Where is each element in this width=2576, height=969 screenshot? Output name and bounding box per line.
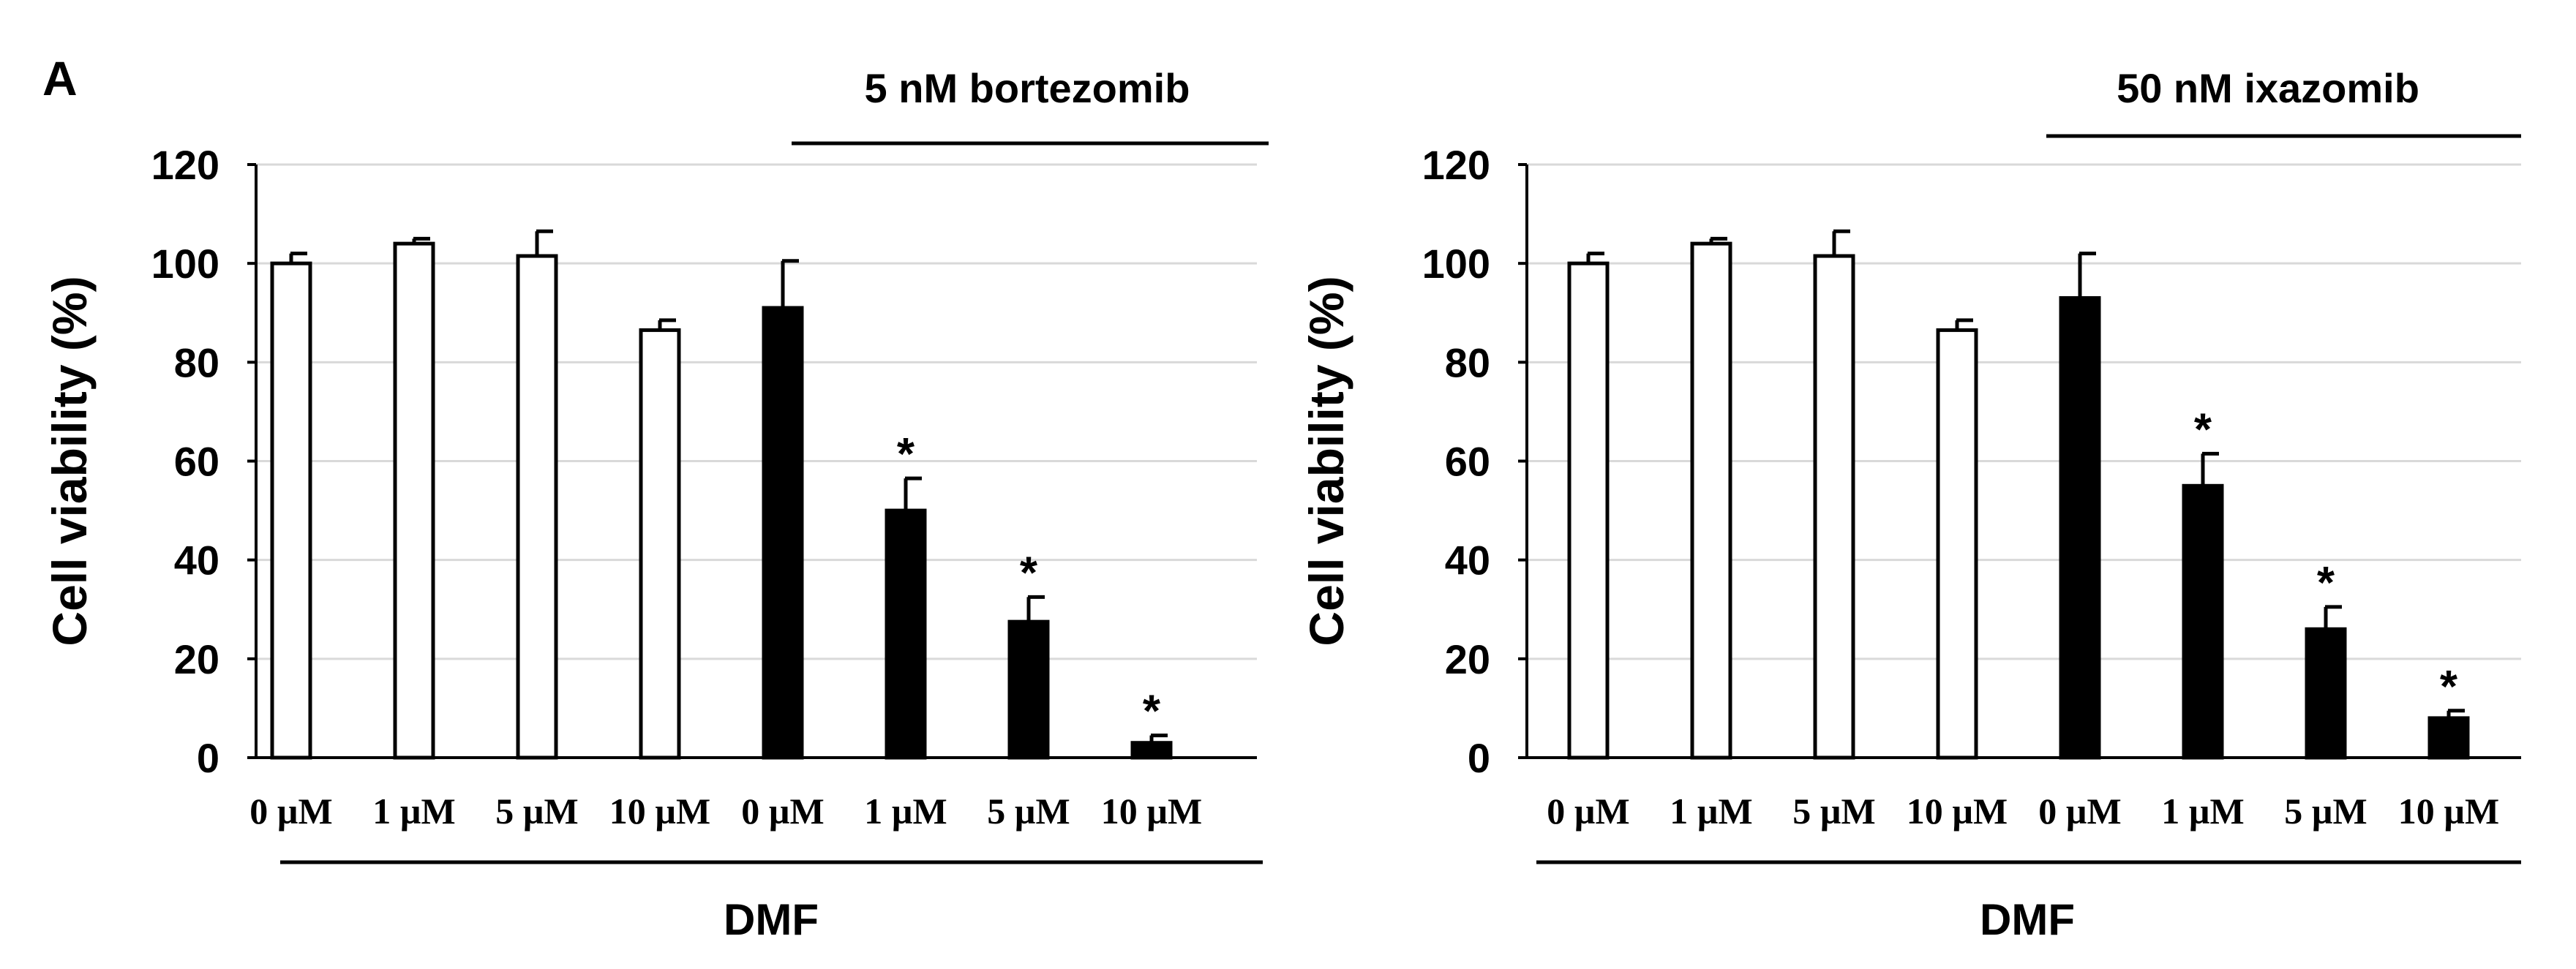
x-tick-label: 10 µM — [1907, 791, 2008, 832]
bar — [2059, 295, 2101, 760]
bar — [639, 328, 681, 760]
chart-bortezomib: 0 20 40 60 80 100 120 Cell viability (%) 0 µM 1 µ… — [42, 65, 1269, 944]
x-tick-label: 5 µM — [495, 791, 579, 832]
bar — [885, 508, 927, 760]
panel-label: A — [42, 51, 78, 105]
bar — [1567, 261, 1610, 760]
significance-marker: * — [2440, 662, 2458, 712]
bar — [393, 241, 435, 760]
bar — [516, 254, 558, 760]
bar — [1007, 619, 1050, 760]
significance-marker: * — [2194, 404, 2212, 455]
x-tick-label: 1 µM — [1670, 791, 1753, 832]
y-tick-label: 100 — [1422, 241, 1490, 287]
bar — [2182, 483, 2224, 760]
significance-marker: * — [2317, 558, 2335, 608]
x-tick-label: 1 µM — [864, 791, 947, 832]
x-tick-label: 10 µM — [2398, 791, 2500, 832]
chart-title: 50 nM ixazomib — [2117, 65, 2419, 111]
bar — [1936, 328, 1978, 760]
x-tick-label: 5 µM — [1792, 791, 1876, 832]
y-tick-label: 100 — [151, 241, 219, 287]
x-tick-label: 0 µM — [741, 791, 825, 832]
bar — [270, 261, 312, 760]
y-tick-label: 40 — [1445, 538, 1490, 584]
x-tick-label: 0 µM — [249, 791, 333, 832]
y-tick-label: 120 — [1422, 142, 1490, 188]
y-axis-label: Cell viability (%) — [42, 276, 97, 646]
x-tick-label: 0 µM — [1547, 791, 1630, 832]
y-tick-label: 80 — [174, 339, 219, 385]
y-tick-label: 60 — [1445, 439, 1490, 485]
y-tick-label: 40 — [174, 538, 219, 584]
bar — [1690, 241, 1732, 760]
chart-title: 5 nM bortezomib — [865, 65, 1190, 111]
bar — [2305, 627, 2347, 760]
x-tick-label: 1 µM — [372, 791, 456, 832]
y-tick-label: 20 — [174, 636, 219, 682]
significance-marker: * — [1020, 548, 1038, 598]
y-tick-label: 20 — [1445, 636, 1490, 682]
y-tick-label: 60 — [174, 439, 219, 485]
significance-marker: * — [897, 429, 915, 480]
group-label: DMF — [1980, 895, 2075, 944]
y-tick-label: 0 — [197, 735, 219, 781]
x-tick-label: 0 µM — [2038, 791, 2122, 832]
y-tick-label: 80 — [1445, 339, 1490, 385]
x-tick-label: 10 µM — [609, 791, 711, 832]
y-axis-label: Cell viability (%) — [1299, 276, 1353, 646]
significance-marker: * — [1143, 687, 1161, 737]
y-tick-label: 120 — [151, 142, 219, 188]
y-tick-label: 0 — [1468, 735, 1490, 781]
bar — [2427, 716, 2470, 760]
chart-ixazomib: 0 20 40 60 80 100 120 Cell viability (%) 0 µM 1 µ… — [1299, 65, 2521, 944]
x-tick-label: 10 µM — [1101, 791, 1203, 832]
bar — [762, 306, 804, 760]
bar — [1813, 254, 1855, 760]
group-label: DMF — [724, 895, 819, 944]
bar — [1130, 741, 1173, 760]
x-tick-label: 5 µM — [987, 791, 1070, 832]
x-tick-label: 5 µM — [2284, 791, 2367, 832]
x-tick-label: 1 µM — [2161, 791, 2245, 832]
